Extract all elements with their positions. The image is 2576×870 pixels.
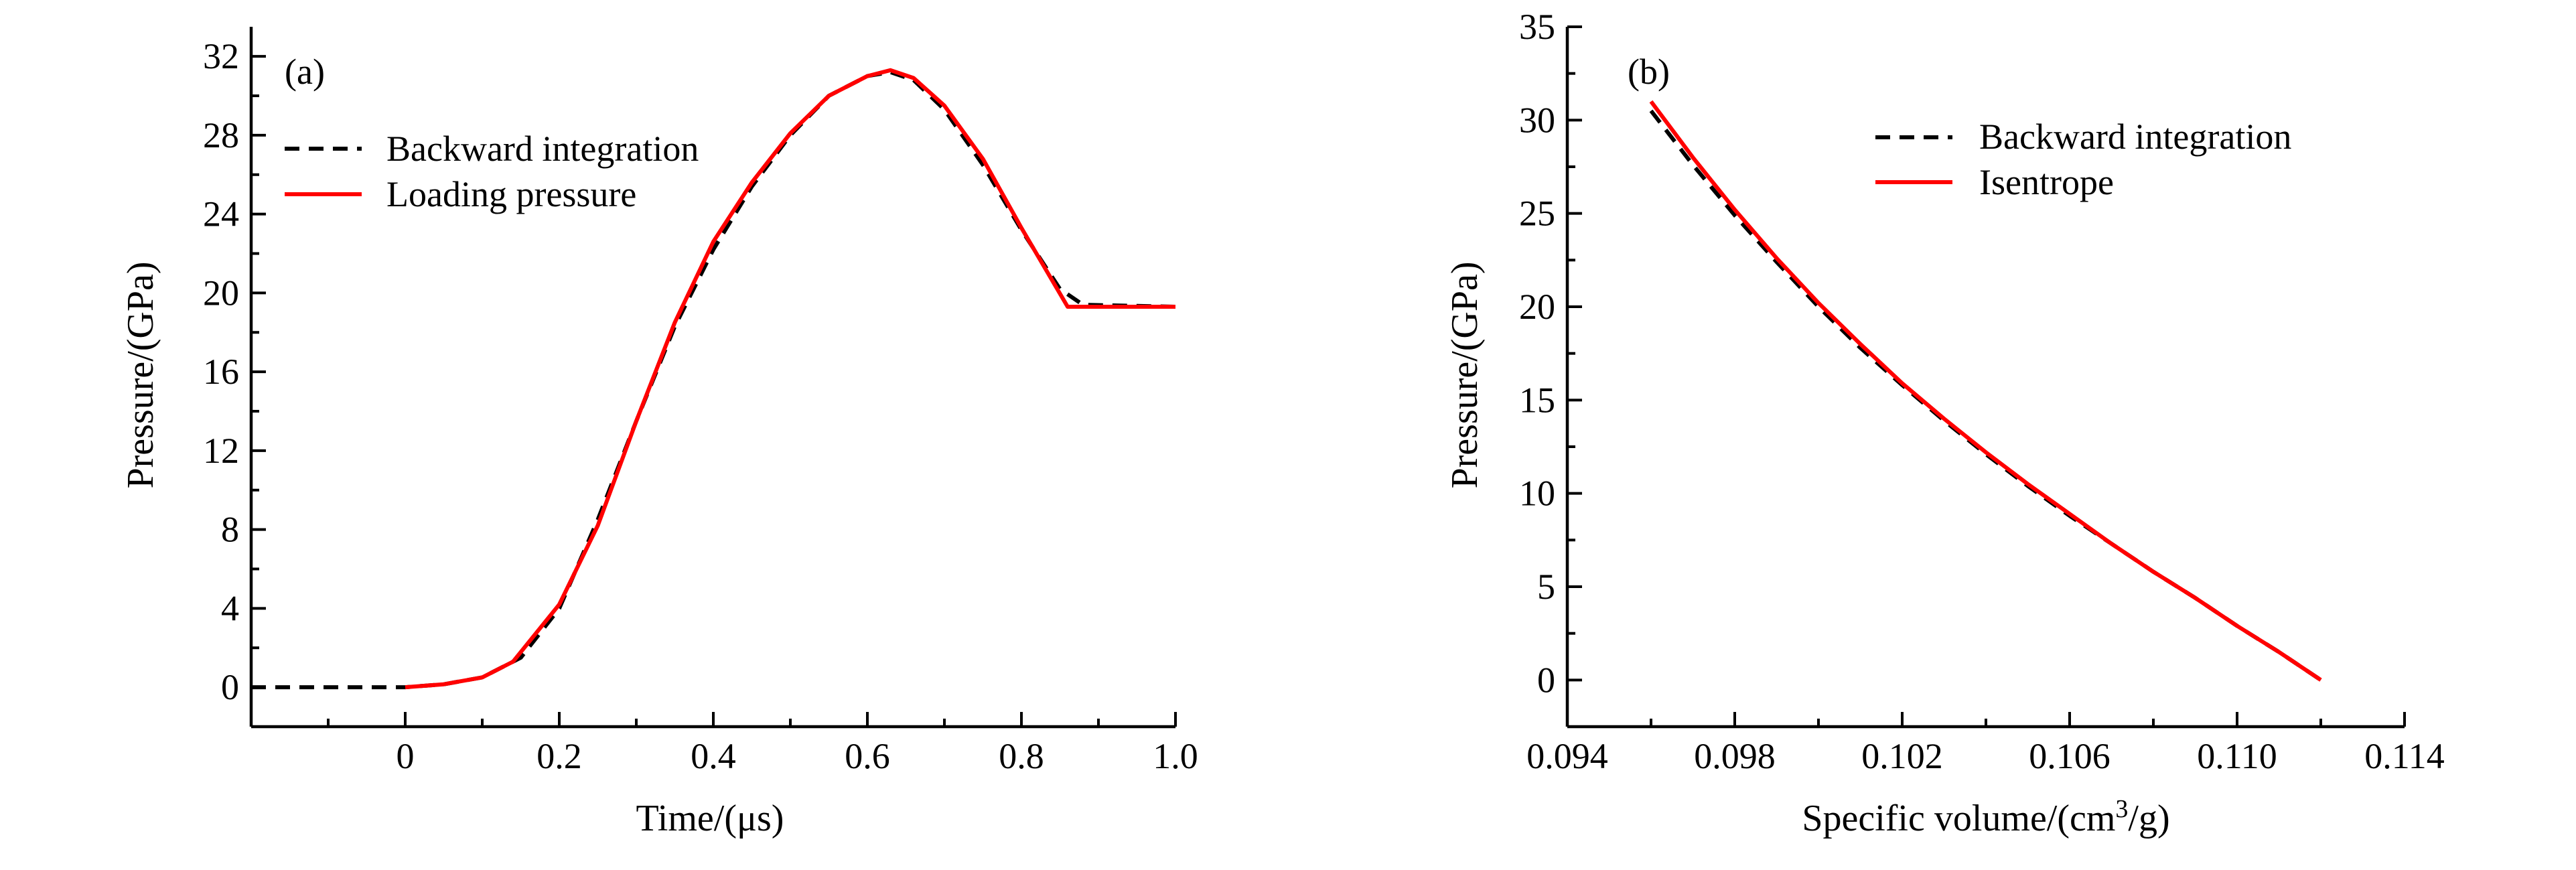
panel-a-x-tick-label: 0.4 — [691, 736, 736, 776]
panel-b-x-tick-label: 0.106 — [2029, 736, 2110, 776]
panel-a-y-tick-label: 32 — [203, 36, 239, 76]
panel-a-series-loading-pressure — [405, 68, 1175, 690]
panel-a-label: (a) — [285, 52, 325, 92]
panel-a-legend-label-backward-integration: Backward integration — [386, 129, 699, 169]
panel-b-y-tick-label: 35 — [1519, 7, 1555, 47]
panel-a-plot-area: 0 0.2 0.4 0.6 0.8 1.0 0 4 8 12 16 20 24 28 32 — [203, 27, 1198, 776]
panel-b-series-isentrope — [1649, 100, 2322, 682]
panel-a-x-tick-label: 0.8 — [999, 736, 1044, 776]
panel-b-legend-label-backward-integration: Backward integration — [1979, 117, 2291, 157]
panel-b-y-tick-label: 5 — [1537, 567, 1555, 607]
panel-a-y-axis-title: Pressure/(GPa) — [120, 261, 161, 488]
panel-b-y-tick-label: 10 — [1519, 474, 1555, 514]
panel-b-legend: Backward integration Isentrope — [1875, 117, 2291, 202]
panel-a-y-tick-label: 12 — [203, 431, 239, 471]
panel-b-legend-label-isentrope: Isentrope — [1979, 162, 2114, 202]
panel-a-x-tick-label: 0.6 — [845, 736, 890, 776]
panel-b-y-tick-label: 0 — [1537, 660, 1555, 700]
panel-a-x-tick-label: 0.2 — [536, 736, 582, 776]
panel-b-x-axis-title: Specific volume/(cm3/g) — [1802, 795, 2169, 839]
panel-a-x-tick-label: 0 — [397, 736, 415, 776]
panel-a-y-tick-label: 0 — [221, 667, 239, 707]
panel-a-y-tick-label: 20 — [203, 273, 239, 313]
panel-a-y-tick-label: 8 — [221, 510, 239, 550]
panel-b-y-tick-label: 15 — [1519, 380, 1555, 420]
panel-a-y-tick-label: 24 — [203, 194, 239, 234]
panel-a-time-pressure-chart: 0 0.2 0.4 0.6 0.8 1.0 0 4 8 12 16 20 24 28 32 (a) Time… — [120, 27, 1198, 839]
panel-b-y-tick-label: 25 — [1519, 194, 1555, 234]
panel-b-plot-area: 0.094 0.098 0.102 0.106 0.110 0.114 0 5 10 15 20 25… — [1519, 7, 2445, 776]
panel-b-y-axis-title: Pressure/(GPa) — [1444, 261, 1486, 488]
panel-b-x-tick-label: 0.114 — [2364, 736, 2445, 776]
panel-a-y-tick-label: 4 — [221, 588, 239, 628]
panel-b-x-tick-label: 0.102 — [1861, 736, 1943, 776]
panel-a-y-tick-label: 28 — [203, 115, 239, 155]
panel-b-x-tick-label: 0.110 — [2197, 736, 2277, 776]
panel-a-x-axis-title: Time/(μs) — [636, 798, 784, 839]
panel-b-x-tick-label: 0.094 — [1526, 736, 1608, 776]
panel-b-label: (b) — [1628, 52, 1670, 92]
panel-a-legend-label-loading-pressure: Loading pressure — [386, 174, 636, 214]
panel-b-volume-pressure-chart: 0.094 0.098 0.102 0.106 0.110 0.114 0 5 10 15 20 25… — [1444, 7, 2445, 839]
panel-b-y-tick-label: 30 — [1519, 100, 1555, 140]
panel-b-x-tick-label: 0.098 — [1694, 736, 1776, 776]
panel-a-y-tick-label: 16 — [203, 352, 239, 392]
panel-b-y-tick-label: 20 — [1519, 287, 1555, 327]
panel-a-legend: Backward integration Loading pressure — [285, 129, 699, 214]
panel-a-x-tick-label: 1.0 — [1153, 736, 1198, 776]
